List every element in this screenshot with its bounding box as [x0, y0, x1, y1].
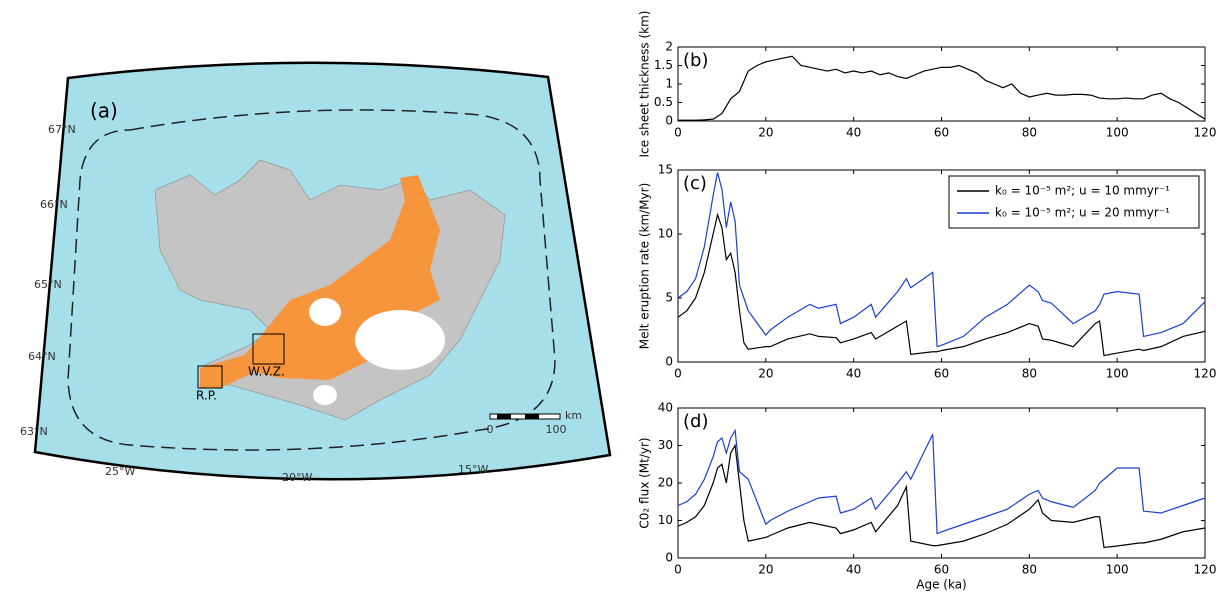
y-tick-label: 1.5 [654, 58, 673, 72]
scale-label: 100 [546, 423, 567, 436]
y-tick-label: 30 [658, 438, 673, 452]
lat-label: 67°N [48, 123, 76, 136]
x-tick-label: 0 [674, 367, 682, 381]
plot-frame [678, 408, 1205, 558]
x-tick-label: 100 [1106, 126, 1129, 140]
x-tick-label: 80 [1022, 367, 1037, 381]
region-label: R.P. [196, 389, 217, 403]
y-tick-label: 10 [658, 227, 673, 241]
legend-label: k₀ = 10⁻⁵ m²; u = 20 mmyr⁻¹ [995, 206, 1170, 220]
panel-label: (d) [683, 411, 708, 432]
x-tick-label: 20 [758, 367, 773, 381]
panel-label: (a) [90, 99, 118, 123]
y-axis-label: Melt eruption rate (km/Myr) [638, 183, 652, 350]
region-label: W.V.Z. [248, 365, 285, 379]
x-tick-label: 120 [1194, 367, 1217, 381]
y-axis-label: Ice sheet thickness (km) [638, 11, 652, 158]
panel-label: (c) [683, 173, 707, 194]
legend-label: k₀ = 10⁻⁵ m²; u = 10 mmyr⁻¹ [995, 184, 1170, 198]
x-tick-label: 60 [934, 563, 949, 577]
lon-label: 25°W [105, 465, 135, 478]
x-tick-label: 60 [934, 126, 949, 140]
x-tick-label: 100 [1106, 367, 1129, 381]
x-tick-label: 0 [674, 563, 682, 577]
map-panel: (a) 67°N 66°N 65°N 64°N 63°N 25°W 20°W 1… [20, 63, 610, 484]
x-axis-label: Age (ka) [916, 578, 966, 592]
lon-label: 20°W [282, 471, 312, 484]
glacier [309, 298, 341, 326]
glacier [313, 385, 337, 405]
y-tick-label: 2 [665, 40, 673, 54]
lat-label: 63°N [20, 425, 48, 438]
x-tick-label: 40 [846, 367, 861, 381]
x-tick-label: 60 [934, 367, 949, 381]
y-tick-label: 15 [658, 163, 673, 177]
plot-frame [678, 47, 1205, 121]
x-tick-label: 80 [1022, 563, 1037, 577]
y-tick-label: 0.5 [654, 95, 673, 109]
y-tick-label: 5 [665, 291, 673, 305]
scale-unit: km [565, 409, 582, 422]
scale-label: 0 [487, 423, 494, 436]
figure: (a) 67°N 66°N 65°N 64°N 63°N 25°W 20°W 1… [0, 0, 1225, 596]
x-tick-label: 20 [758, 563, 773, 577]
x-tick-label: 0 [674, 126, 682, 140]
x-tick-label: 40 [846, 563, 861, 577]
lat-label: 65°N [34, 278, 62, 291]
y-axis-label: C0₂ flux (Mt/yr) [638, 437, 652, 528]
panel-label: (b) [683, 50, 708, 71]
y-tick-label: 40 [658, 401, 673, 415]
y-tick-label: 20 [658, 476, 673, 490]
scale-bar [497, 414, 511, 419]
x-tick-label: 40 [846, 126, 861, 140]
glacier [355, 310, 445, 370]
y-tick-label: 0 [665, 551, 673, 565]
y-tick-label: 0 [665, 114, 673, 128]
y-tick-label: 10 [658, 513, 673, 527]
lat-label: 64°N [28, 350, 56, 363]
x-tick-label: 100 [1106, 563, 1129, 577]
y-tick-label: 0 [665, 355, 673, 369]
x-tick-label: 120 [1194, 126, 1217, 140]
x-tick-label: 80 [1022, 126, 1037, 140]
x-tick-label: 20 [758, 126, 773, 140]
x-tick-label: 120 [1194, 563, 1217, 577]
scale-bar [525, 414, 539, 419]
lon-label: 15°W [458, 463, 488, 476]
y-tick-label: 1 [665, 77, 673, 91]
lat-label: 66°N [40, 198, 68, 211]
